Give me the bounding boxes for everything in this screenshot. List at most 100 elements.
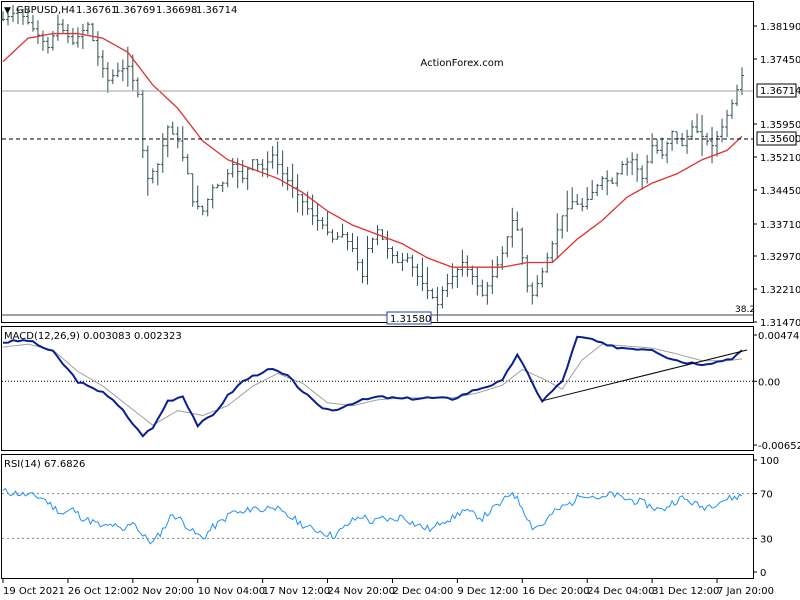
- price-tick-label: 1.35950: [760, 120, 800, 131]
- price-bar: [165, 125, 170, 158]
- price-bar: [365, 236, 370, 285]
- price-bar: [60, 19, 65, 33]
- macd-signal-line: [2, 343, 743, 426]
- price-bar: [470, 265, 475, 285]
- price-bar: [555, 213, 560, 259]
- rsi-axis: 100 70 30 0: [753, 456, 779, 579]
- macd-title: MACD(12,26,9) 0.003083 0.002323: [4, 331, 182, 342]
- price-bar: [595, 184, 600, 197]
- rsi-line: [2, 487, 753, 545]
- price-bar: [210, 184, 215, 209]
- price-bar: [465, 255, 470, 277]
- price-bar: [355, 236, 360, 271]
- price-bar: [270, 146, 275, 169]
- macd-panel-frame: [1, 326, 754, 451]
- price-bar: [445, 273, 450, 298]
- time-tick-label: 2 Nov 20:00: [133, 586, 194, 597]
- price-bar: [255, 159, 260, 172]
- price-tick-label: 1.37450: [760, 55, 800, 66]
- price-bar: [220, 181, 225, 193]
- price-bar: [575, 194, 580, 205]
- price-bar: [700, 114, 705, 156]
- price-bar: [20, 8, 25, 25]
- price-moving-average: [2, 32, 743, 268]
- price-bar: [175, 126, 180, 149]
- price-bar: [85, 21, 90, 35]
- price-bar: [75, 27, 80, 48]
- price-bar: [185, 154, 190, 175]
- price-bar: [35, 20, 40, 44]
- price-bar: [705, 132, 710, 146]
- low-value: 1.36698: [156, 5, 197, 16]
- price-bar: [685, 129, 690, 154]
- macd-tick-label: -0.006526: [758, 441, 800, 452]
- rsi-series-line: [2, 487, 743, 545]
- rsi-tick-label: 0: [760, 568, 766, 579]
- price-bar: [510, 207, 515, 248]
- time-tick-label: 10 Nov 04:00: [198, 586, 265, 597]
- price-bar: [655, 139, 660, 154]
- price-bar: [565, 190, 570, 232]
- rsi-title: RSI(14) 67.6826: [4, 459, 85, 470]
- price-bar: [195, 185, 200, 210]
- time-tick-label: 7 Jan 20:00: [717, 586, 774, 597]
- low-marker-box: [386, 311, 432, 325]
- price-bar: [110, 69, 115, 85]
- time-tick-label: 24 Dec 04:00: [587, 586, 654, 597]
- price-bar: [590, 180, 595, 200]
- price-bar: [25, 8, 30, 25]
- price-bar: [295, 174, 300, 213]
- price-bar: [735, 84, 740, 106]
- fib-label: 38.2: [735, 305, 755, 315]
- price-bar: [170, 121, 175, 135]
- price-tick-label: 1.33710: [760, 220, 800, 231]
- price-bar: [335, 232, 340, 240]
- time-tick-label: 17 Nov 12:00: [263, 586, 330, 597]
- price-axis: 1.38190 1.37450 1.35950 1.35210 1.34450 1.337…: [753, 22, 800, 329]
- macd-tick-label: 0.00: [758, 377, 780, 388]
- price-bar: [135, 77, 140, 98]
- time-tick-label: 16 Dec 20:00: [522, 586, 589, 597]
- price-bar: [190, 173, 195, 207]
- price-bar: [400, 252, 405, 272]
- price-header: ▼ GBPUSD,H4 1.36761 1.36769 1.36698 1.36…: [4, 5, 237, 16]
- price-bar: [420, 257, 425, 292]
- price-bar: [180, 126, 185, 162]
- price-bar: [350, 233, 355, 253]
- time-tick-label: 9 Dec 12:00: [457, 586, 518, 597]
- time-tick-label: 2 Dec 04:00: [392, 586, 453, 597]
- price-bar: [155, 163, 160, 186]
- price-bar: [475, 266, 480, 296]
- rsi-tick-label: 30: [760, 534, 773, 545]
- rsi-tick-label: 70: [760, 490, 773, 501]
- price-bar: [615, 172, 620, 187]
- price-bar: [340, 223, 345, 238]
- price-bar: [660, 137, 665, 159]
- price-bar: [710, 127, 715, 164]
- price-bar: [665, 141, 670, 164]
- price-bar: [50, 31, 55, 51]
- price-bar: [30, 14, 35, 32]
- header-triangle-icon: ▼: [4, 6, 11, 16]
- price-bar: [695, 113, 700, 134]
- price-bar: [10, 5, 15, 22]
- price-bar: [680, 132, 685, 147]
- price-bar: [120, 59, 125, 82]
- price-bar: [290, 163, 295, 198]
- close-value: 1.36714: [196, 5, 237, 16]
- price-bar: [640, 165, 645, 190]
- low-marker-text: 1.31580: [390, 314, 431, 325]
- price-bar: [460, 249, 465, 277]
- price-bar: [380, 229, 385, 240]
- price-bar: [610, 177, 615, 184]
- price-bar: [265, 151, 270, 178]
- price-bar: [490, 259, 495, 295]
- price-bar: [130, 54, 135, 91]
- price-bar: [560, 215, 565, 239]
- price-bar: [455, 267, 460, 288]
- moving-average-line: [2, 32, 743, 268]
- price-bar: [650, 133, 655, 164]
- time-tick-label: 31 Dec 12:00: [652, 586, 719, 597]
- price-bar: [570, 187, 575, 210]
- price-bar: [500, 246, 505, 270]
